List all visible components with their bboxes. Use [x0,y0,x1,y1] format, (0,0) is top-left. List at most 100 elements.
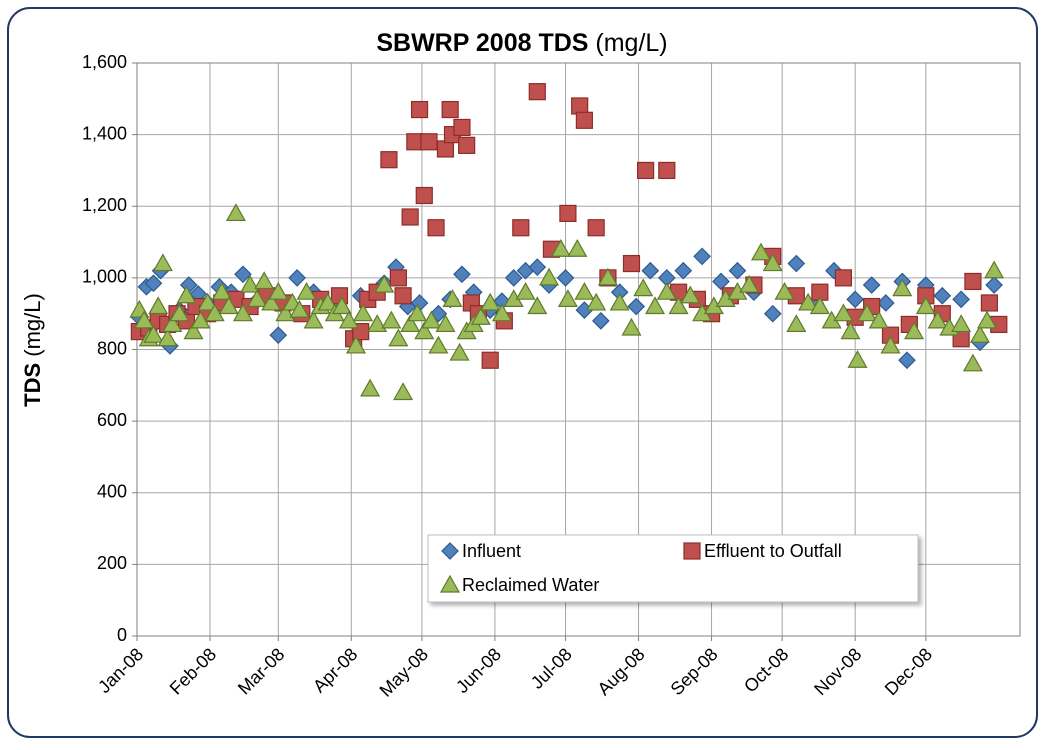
triangle-marker [345,335,367,354]
title-main: SBWRP 2008 TDS [376,29,588,57]
legend: Influent Effluent to Outfall Reclaimed Wat… [427,534,919,603]
triangle-marker [868,310,889,329]
triangle-marker [470,307,491,325]
square-marker [481,351,499,369]
triangle-marker [268,281,289,300]
diamond-marker [627,297,646,316]
triangle-marker [407,303,428,322]
diamond-marker [288,269,306,287]
y-label-unit: (mg/L) [20,293,45,357]
chart-frame [7,7,1038,738]
triangle-marker [656,281,677,300]
triangle-marker [539,267,560,286]
square-marker [436,140,455,158]
triangle-marker [296,281,317,300]
triangle-marker [774,281,795,300]
triangle-marker [847,350,868,368]
triangle-marker [289,299,310,318]
square-marker [834,269,853,287]
square-marker [427,219,445,237]
triangle-marker [303,310,324,329]
square-marker [528,83,546,101]
triangle-marker [442,289,463,307]
square-marker [420,133,438,151]
series [129,203,1005,401]
triangle-marker [143,324,164,343]
triangle-marker [353,303,374,322]
triangle-marker [225,203,246,222]
triangle-marker [491,303,512,322]
square-marker [658,161,676,180]
y-label-main: TDS [20,363,45,407]
triangle-marker [969,324,990,343]
square-marker [415,186,433,205]
triangle-marker [739,274,760,293]
triangle-marker [480,292,501,311]
square-marker [980,294,998,312]
square-marker [571,97,589,115]
diamond-marker [504,269,523,287]
triangle-marker [275,303,296,322]
triangle-marker [360,378,381,397]
triangle-marker [317,292,338,311]
triangle-marker [218,296,239,315]
diamond-marker [441,542,459,560]
diamond-marker [269,326,288,345]
diamond-marker [712,272,730,291]
diamond-marker [933,286,952,305]
triangle-marker [247,289,268,307]
triangle-marker [162,314,183,333]
y-tick-label: 600 [97,410,127,430]
triangle-marker [567,239,588,257]
diamond-marker [763,304,782,323]
square-marker [559,204,577,223]
legend-label: Effluent to Outfall [704,541,842,561]
square-marker [683,542,701,560]
triangle-marker [597,267,618,286]
triangle-marker [148,296,169,315]
square-marker [575,111,593,129]
square-marker [401,208,419,226]
triangle-marker [951,314,972,333]
triangle-marker [680,285,701,304]
plot-marks [129,83,1008,401]
triangle-marker [374,274,395,293]
triangle-marker [197,292,218,311]
diamond-marker [234,265,252,284]
y-axis-label: TDS (mg/L) [20,293,45,407]
diamond-marker [985,276,1003,294]
triangle-marker [904,321,925,340]
triangle-marker [204,303,225,322]
triangle-marker [892,278,913,297]
diamond-marker [846,290,865,309]
triangle-marker [621,317,642,336]
square-marker [410,100,429,119]
legend-label: Reclaimed Water [462,575,599,595]
y-tick-label: 0 [117,625,127,645]
diamond-marker [592,312,610,330]
triangle-marker [750,242,772,261]
legend-label: Influent [462,541,521,561]
triangle-marker [414,321,435,340]
y-tick-label: 400 [97,482,127,502]
y-tick-label: 1,200 [82,195,127,215]
triangle-marker [668,296,689,315]
triangle-marker [977,310,998,329]
triangle-marker [574,281,595,300]
legend-box [427,534,919,603]
square-marker [622,254,641,273]
diamond-marker [693,247,711,266]
triangle-marker [439,574,461,593]
square-marker [587,219,605,237]
triangle-marker [393,382,414,401]
triangle-marker [645,296,666,315]
diamond-marker [728,261,747,280]
triangle-marker [254,271,275,290]
triangle-marker [984,260,1005,279]
title-unit: (mg/L) [595,29,667,57]
triangle-marker [367,314,388,333]
triangle-marker [134,310,155,329]
triangle-marker [152,253,173,272]
diamond-marker [674,261,693,280]
